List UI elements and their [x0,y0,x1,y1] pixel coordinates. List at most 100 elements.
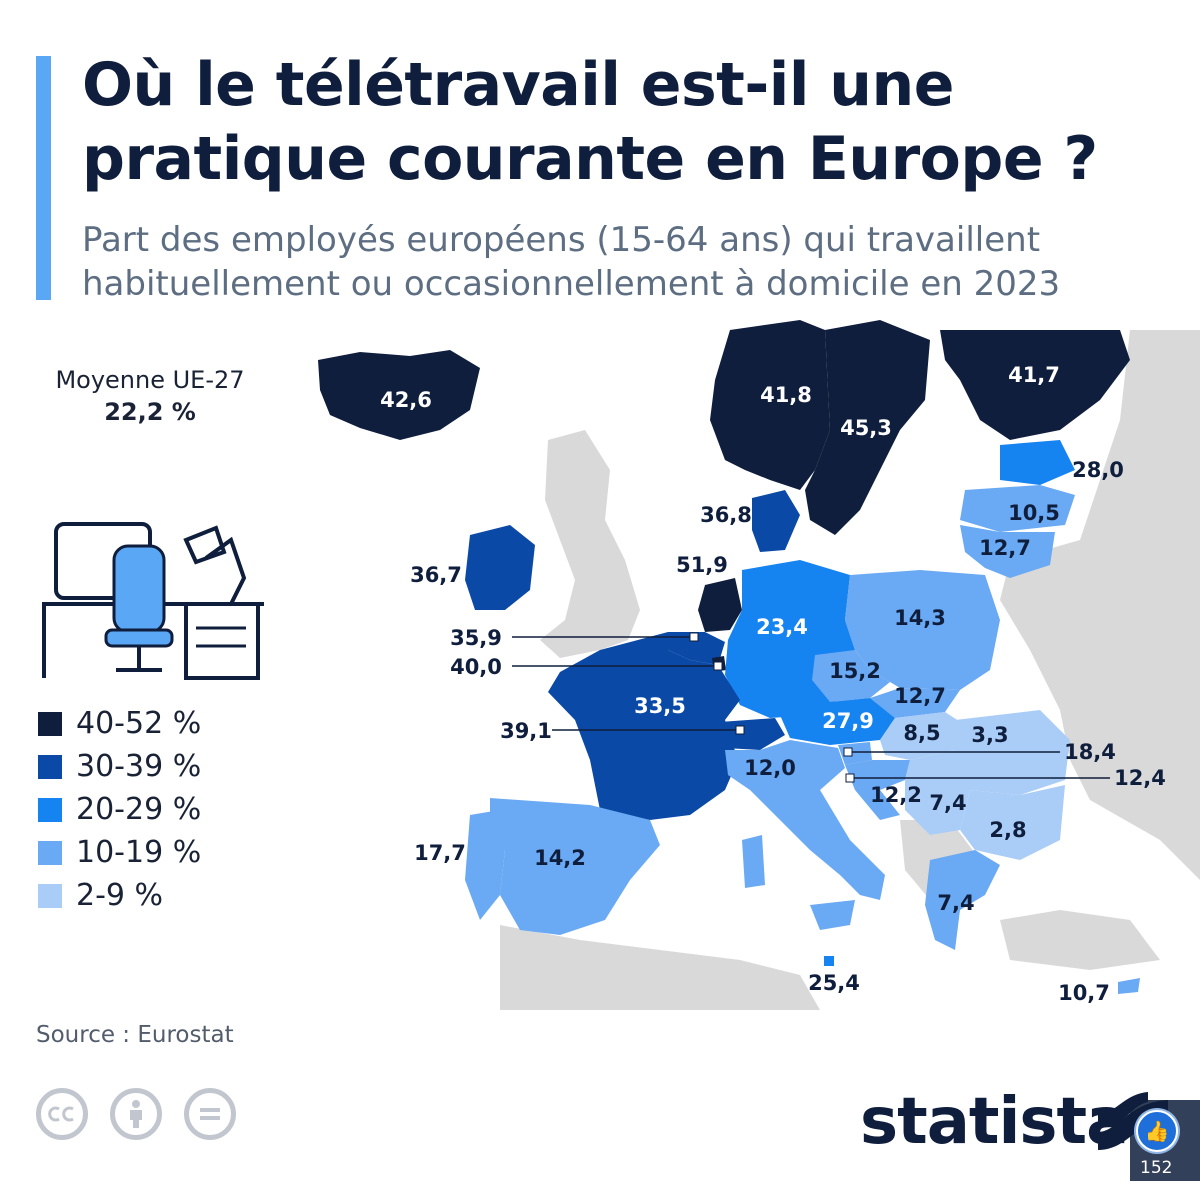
legend-label: 20-29 % [76,792,202,827]
europe-map-svg: 42,6 41,8 45,3 41,7 28,0 10,5 12,7 36,8 … [318,320,1200,1010]
region-slovakia [870,688,960,718]
value-label-hungary: 8,5 [903,721,940,745]
land-great-britain [540,430,640,658]
region-sardinia [742,835,765,888]
land-east [1000,330,1200,880]
map-legend: 40-52 % 30-39 % 20-29 % 10-19 % 2-9 % [38,702,201,917]
region-portugal [465,810,505,920]
value-label-croatia: 12,2 [870,783,922,807]
region-czechia [812,650,890,702]
value-label-serbia: 7,4 [929,791,966,815]
license-icons [36,1088,258,1140]
europe-map: 42,6 41,8 45,3 41,7 28,0 10,5 12,7 36,8 … [0,320,1200,1020]
region-poland [845,570,1000,690]
legend-item-2-9: 2-9 % [38,874,201,917]
marker-slovenia [843,747,853,757]
land-north-africa [500,925,820,1010]
value-label-greece: 7,4 [937,891,974,915]
value-label-czechia: 15,2 [829,659,881,683]
region-sicily [810,900,855,930]
region-iceland [318,350,480,440]
legend-item-30-39: 30-39 % [38,745,201,788]
creative-commons-icon[interactable] [36,1088,88,1140]
region-austria [780,698,895,745]
value-label-spain: 14,2 [534,846,586,870]
region-greece [925,850,1000,950]
legend-swatch [38,711,62,736]
like-count: 152 [1140,1158,1173,1178]
legend-label: 2-9 % [76,878,164,913]
legend-item-20-29: 20-29 % [38,788,201,831]
legend-swatch [38,883,62,908]
region-malta [824,956,834,966]
attribution-icon[interactable] [110,1088,162,1140]
statista-logo[interactable]: statista [860,1082,1170,1162]
eu-average-label: Moyenne UE-27 [55,366,245,394]
chart-title: Où le télétravail est-il une pratique co… [82,48,1182,196]
region-serbia [905,750,970,835]
region-cyprus [1118,978,1140,994]
value-label-sweden: 45,3 [840,416,892,440]
value-label-estonia: 28,0 [1072,458,1124,482]
marker-croatia [845,773,855,783]
chart-subtitle: Part des employés européens (15-64 ans) … [82,218,1182,306]
value-label-poland: 14,3 [894,606,946,630]
region-spain [490,798,660,935]
value-label-finland: 41,7 [1008,363,1060,387]
value-label-slovakia: 12,7 [894,684,946,708]
legend-swatch [38,797,62,822]
region-lithuania [960,525,1055,578]
like-badge-icon[interactable]: 👍 [1136,1110,1178,1152]
value-label-croatia-inset: 12,4 [1114,766,1166,790]
value-label-lithuania: 12,7 [979,536,1031,560]
legend-item-10-19: 10-19 % [38,831,201,874]
value-label-iceland: 42,6 [380,388,432,412]
value-label-france: 33,5 [634,694,686,718]
marker-belgium [689,632,699,642]
title-line-1: Où le télétravail est-il une [82,50,954,120]
legend-swatch [38,754,62,779]
value-label-switzerland: 39,1 [500,719,552,743]
land-turkey [1000,910,1160,970]
region-norway [710,320,830,490]
region-sweden [805,320,930,535]
value-label-bulgaria: 2,8 [989,818,1026,842]
title-accent-bar [36,56,51,300]
eu-average-box: Moyenne UE-27 22,2 % [20,360,280,452]
marker-luxembourg [713,661,723,671]
legend-swatch [38,840,62,865]
region-netherlands [698,578,742,632]
region-denmark [752,490,800,552]
statista-wordmark: statista [860,1085,1129,1159]
value-label-portugal: 17,7 [414,841,466,865]
value-label-cyprus: 10,7 [1058,981,1110,1005]
legend-label: 40-52 % [76,706,202,741]
no-derivatives-icon[interactable] [184,1088,236,1140]
eu-average-value: 22,2 % [104,398,196,426]
value-label-netherlands: 51,9 [676,553,728,577]
value-label-italy: 12,0 [744,756,796,780]
title-line-2: pratique courante en Europe ? [82,124,1098,194]
value-label-romania: 3,3 [971,723,1008,747]
value-label-slovenia: 18,4 [1064,740,1116,764]
region-latvia [960,485,1075,532]
legend-label: 10-19 % [76,835,202,870]
value-label-belgium: 35,9 [450,626,502,650]
region-hungary [880,712,965,760]
legend-item-40-52: 40-52 % [38,702,201,745]
region-bulgaria [960,785,1065,860]
region-france [548,632,740,820]
region-estonia [1000,440,1075,485]
region-finland [940,330,1130,440]
value-label-norway: 41,8 [760,383,812,407]
subtitle-line-1: Part des employés européens (15-64 ans) … [82,220,1041,260]
legend-label: 30-39 % [76,749,202,784]
value-label-austria: 27,9 [822,709,874,733]
region-ireland [465,525,535,610]
value-label-malta: 25,4 [808,971,860,995]
value-label-germany: 23,4 [756,615,808,639]
home-office-desk-icon [42,522,264,680]
source-note: Source : Eurostat [36,1022,234,1048]
region-italy [725,740,885,900]
subtitle-line-2: habituellement ou occasionnellement à do… [82,264,1061,304]
